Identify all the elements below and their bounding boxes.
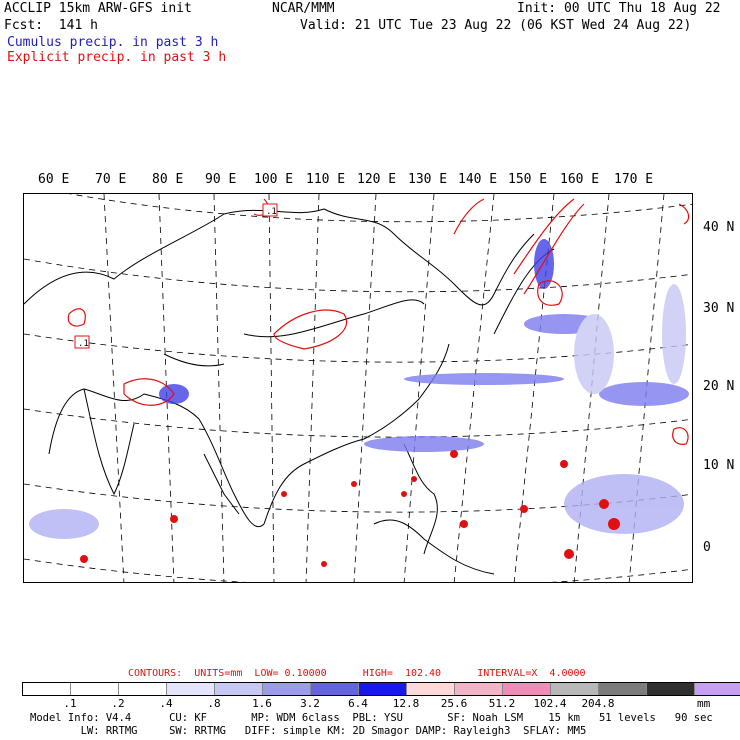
forecast-hour: Fcst: 141 h [4,18,98,33]
scale-tick-label: 1.6 [252,697,272,710]
scale-tick-label: 204.8 [581,697,615,710]
explicit-precip-spots [80,450,620,567]
color-swatch [503,683,551,695]
scale-tick-label: .2 [111,697,125,710]
model-title: ACCLIP 15km ARW-GFS init [4,1,192,16]
scale-tick-label: 6.4 [348,697,368,710]
scale-tick-label: 102.4 [533,697,567,710]
scale-ticks: .1 .2 .4 .8 1.6 3.2 6.4 12.8 25.6 51.2 102.4 204.8 [0,697,740,711]
color-swatch [167,683,215,695]
color-swatch [647,683,695,695]
cumulus-legend: Cumulus precip. in past 3 h [7,35,219,50]
longitude-label: 150 E [508,172,548,187]
color-swatch [407,683,455,695]
longitude-label: 70 E [95,172,127,187]
longitude-label: 80 E [152,172,184,187]
model-info-line2: LW: RRTMG SW: RRTMG DIFF: simple KM: 2D … [30,725,587,737]
precipitation-map: .1 .1 [23,193,693,583]
color-scale [22,682,740,696]
color-swatch [311,683,359,695]
contour-marker: .1 [78,339,89,349]
scale-tick-label: .8 [207,697,221,710]
valid-time: Valid: 21 UTC Tue 23 Aug 22 (06 KST Wed … [300,18,692,33]
coastlines [24,208,555,575]
graticule [24,194,692,582]
scale-units: mm [697,697,711,710]
latitude-label: 40 N [703,220,735,235]
contour-info: CONTOURS: UNITS=mm LOW= 0.10000 HIGH= 10… [128,668,586,679]
color-swatch [23,683,71,695]
longitude-label: 120 E [357,172,397,187]
longitude-label: 160 E [560,172,600,187]
scale-tick-label: 3.2 [300,697,320,710]
latitude-label: 30 N [703,301,735,316]
color-swatch [455,683,503,695]
contour-markers: .1 .1 [74,203,278,349]
color-swatch [119,683,167,695]
scale-tick-label: .4 [159,697,173,710]
model-info-line1: Model Info: V4.4 CU: KF MP: WDM 6class P… [30,712,713,724]
color-swatch [599,683,647,695]
color-swatch [263,683,311,695]
scale-tick-label: 12.8 [392,697,420,710]
color-swatch [71,683,119,695]
scale-tick-label: .1 [63,697,77,710]
longitude-label: 60 E [38,172,70,187]
init-time: Init: 00 UTC Thu 18 Aug 22 [517,1,721,16]
contour-marker: .1 [266,207,277,217]
color-swatch [551,683,599,695]
latitude-label: 20 N [703,379,735,394]
longitude-label: 170 E [614,172,654,187]
center-label: NCAR/MMM [272,1,335,16]
cumulus-precip [29,239,689,539]
longitude-label: 90 E [205,172,237,187]
longitude-label: 110 E [306,172,346,187]
explicit-legend: Explicit precip. in past 3 h [7,50,227,65]
scale-tick-label: 51.2 [488,697,516,710]
longitude-label: 130 E [408,172,448,187]
color-swatch [695,683,740,695]
map-canvas: .1 .1 [24,194,692,582]
color-swatch [359,683,407,695]
color-swatch [215,683,263,695]
longitude-label: 100 E [254,172,294,187]
latitude-label: 10 N [703,458,735,473]
latitude-label: 0 [703,540,711,555]
longitude-label: 140 E [458,172,498,187]
scale-tick-label: 25.6 [440,697,468,710]
